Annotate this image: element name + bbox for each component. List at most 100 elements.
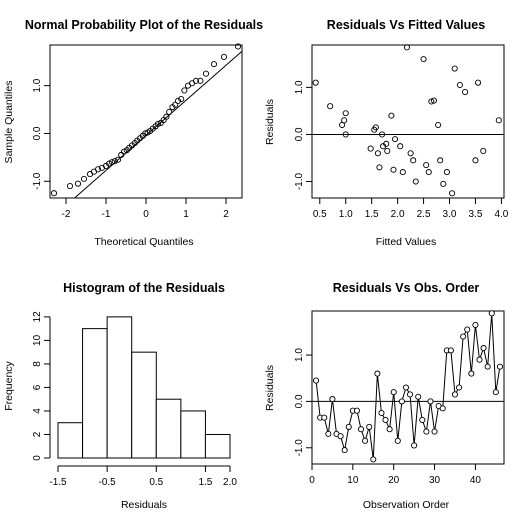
panel-2-point [495,117,502,124]
panel-1-point [163,113,170,120]
panel-4-point [390,389,397,396]
panel-2-y-tick-label: -1.0 [294,172,305,190]
panel-1-y-tick-label: 1.0 [32,78,43,92]
panel-4-point [496,363,503,370]
panel-4-x-tick-label: 30 [429,475,441,486]
panel-4-point [370,456,377,463]
panel-2-point [480,147,487,154]
panel-2-x-tick-label: 3.0 [443,209,457,220]
panel-1-point [220,53,228,61]
panel-2-point [407,150,414,157]
panel-4-point [460,333,467,340]
panel-1-point [154,120,162,127]
panel-3-x-tick-label: 1.5 [198,477,212,488]
panel-3-title: Histogram of the Residuals [63,281,225,295]
panel-2-points [312,44,502,197]
panel-2-point [327,103,334,110]
panel-2-point [397,143,404,150]
panel-4-point [366,423,373,430]
panel-3-bar [155,398,182,459]
panel-4-x-tick-label: 20 [388,475,400,486]
panel-1-point [210,61,218,68]
panel-4-point [472,321,479,328]
panel-2-point [456,81,463,89]
panel-2-point [374,150,381,157]
panel-2-x-tick-label: 0.5 [313,209,327,220]
panel-1-x-tick-label: -1 [102,209,111,220]
panel-3-ylabel: Frequency [3,360,15,410]
panel-1-xlabel: Theoretical Quantiles [94,236,193,248]
panel-3-y-tick-label: 12 [32,311,43,323]
panel-1-x-tick-label: 1 [183,209,189,220]
panel-3-bar [180,410,206,459]
panel-4-point [337,433,344,440]
panel-1-title: Normal Probability Plot of the Residuals [25,18,263,32]
panel-4-point [464,326,471,333]
panel-4-y-tick-label: 0.0 [294,394,305,408]
panel-1-point [166,108,173,115]
panel-residuals-vs-order: Residuals Vs Obs. Order 0 10 20 30 40 -1.0 0.… [264,281,505,511]
panel-2-point [403,44,411,51]
panel-2-point [388,112,395,119]
panel-2-point [449,190,456,197]
panel-4-point [402,384,410,391]
panel-2-point [475,79,482,86]
panel-2-frame [311,44,505,199]
panel-1-x-tick-label: 0 [143,209,149,220]
panel-4-title: Residuals Vs Obs. Order [333,281,480,295]
panel-4-point [480,345,487,352]
panel-2-point [437,157,444,164]
panel-3-y-tick-label: 10 [32,334,43,346]
panel-2-point [472,157,479,164]
panel-4-point [406,391,414,398]
panel-2-point [451,65,458,72]
panel-3-bar [106,316,133,459]
panel-2-point [372,124,379,131]
panel-4-point [419,416,426,424]
panel-1-point [114,156,122,163]
panel-1-y-tick-label: -1.0 [32,172,43,190]
panel-4-point [427,398,434,405]
panel-3-bar [131,351,157,459]
panel-3-y-tick-label: 6 [32,384,43,390]
panel-4-point [329,396,336,403]
panel-2-x-tick-label: 3.5 [469,209,483,220]
panel-2-title: Residuals Vs Fitted Values [327,18,485,32]
panel-1-point [80,175,88,182]
panel-1-point [234,43,242,50]
panel-2-x-tick-label: 1.5 [365,209,379,220]
panel-2-point [367,145,374,152]
panel-4-points [313,310,503,463]
panel-2-point [376,164,383,171]
panel-histogram: Histogram of the Residuals -1.5 -0.5 0.5 1.… [3,281,237,511]
panel-1-point [172,101,179,108]
panel-2-point [399,169,406,176]
panel-2-point [435,121,442,129]
panel-3-xlabel: Residuals [121,499,167,511]
panel-4-point [447,347,454,354]
panel-2-point [430,97,437,104]
panel-4-point [456,384,463,391]
panel-3-bar [204,433,231,459]
panel-2-point [428,98,435,105]
panel-1-point [181,87,188,94]
panel-3-y-tick-label: 2 [32,431,43,437]
panel-1-points [50,43,242,197]
panel-2-point [384,147,391,154]
panel-3-y-tick-label: 8 [32,361,43,367]
panel-4-point [378,409,385,417]
panel-3-y-tick-label: 4 [32,408,43,414]
panel-1-x-axis: -2 -1 0 1 2 [62,197,229,220]
panel-1-point [192,77,200,84]
panel-2-x-tick-label: 2.0 [391,209,405,220]
panel-2-x-tick-label: 4.0 [494,209,508,220]
panel-4-point [411,442,418,449]
panel-1-point [50,190,58,197]
panel-4-x-axis: 0 10 20 30 40 [309,463,481,486]
panel-3-x-tick-label: 2.0 [223,477,237,488]
panel-3-x-tick-label: -1.5 [49,477,67,488]
panel-4-point [398,398,405,405]
panel-4-point [476,356,483,363]
panel-4-point [341,447,348,454]
panel-3-bars [57,316,231,459]
